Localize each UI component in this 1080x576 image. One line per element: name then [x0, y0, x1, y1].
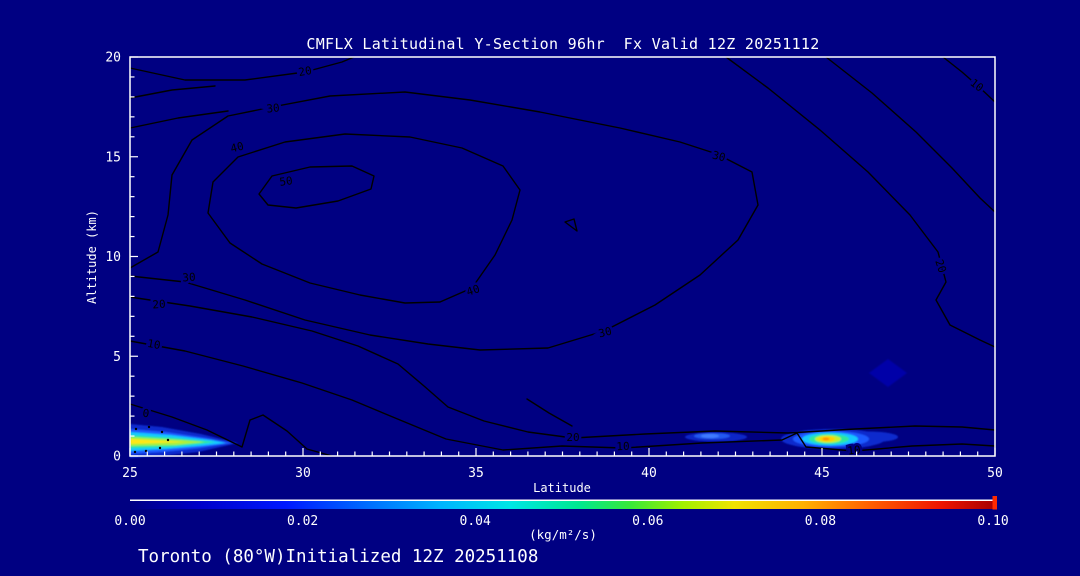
colorbar-end-cap: [992, 496, 997, 510]
contour-label-20: 20: [566, 431, 579, 444]
surface-maximum-45n: [781, 429, 898, 449]
x-tick-label: 30: [295, 466, 311, 481]
contour-stub-1: [129, 85, 216, 99]
contour-20-bottom: [129, 296, 996, 439]
y-tick-label: 10: [105, 250, 121, 265]
colorbar-gradient: [130, 501, 993, 509]
plot-title: CMFLX Latitudinal Y-Section 96hr Fx Vali…: [306, 35, 819, 53]
footer-init-text: Toronto (80°W)Initialized 12Z 20251108: [138, 547, 538, 567]
x-axis-label: Latitude: [533, 481, 591, 495]
contour-10-topright: [942, 56, 996, 103]
colorbar-top-edge: [130, 499, 993, 502]
x-tick-label: 25: [122, 466, 138, 481]
y-tick-label: 5: [113, 350, 121, 365]
contour-label-30: 30: [711, 149, 727, 165]
y-tick-label: 0: [113, 450, 121, 465]
contour-label-50: 50: [279, 174, 294, 189]
colorbar-tick-label: 0.02: [287, 514, 318, 529]
contour-20-top: [129, 56, 355, 81]
colorbar-tick-labels: 0.00 0.02 0.04 0.06 0.08 0.10: [114, 514, 1008, 529]
contour-label-30: 30: [597, 325, 613, 341]
colorbar-tick-label: 0.04: [460, 514, 491, 529]
x-tick-label: 40: [641, 466, 657, 481]
contour-40: [207, 133, 521, 304]
contour-label-20: 20: [297, 64, 312, 79]
y-tick-label: 15: [105, 150, 121, 165]
colorbar-tick-label: 0.10: [977, 514, 1008, 529]
contour-label-40: 40: [229, 140, 245, 156]
west-surface-plume: [130, 424, 238, 458]
plume-layer: [130, 439, 186, 444]
contour-label-30: 30: [266, 101, 281, 115]
x-tick-label: 45: [814, 466, 830, 481]
contour-label-10: 10: [616, 440, 630, 453]
y-axis-label: Altitude (km): [85, 210, 99, 304]
faint-elevated-spot: [869, 359, 907, 387]
x-tick-label: 50: [987, 466, 1003, 481]
contour-0: [129, 403, 333, 457]
contour-label-20: 20: [152, 298, 166, 312]
contour-stub-3: [526, 398, 573, 427]
colorbar: [130, 496, 997, 510]
spot-layer: [822, 437, 830, 441]
colorbar-units-label: (kg/m²/s): [529, 527, 597, 542]
contour-50: [258, 165, 375, 209]
contour-20-right: [725, 56, 996, 348]
shaded-flux-features: [130, 359, 907, 458]
contour-stub-2: [129, 110, 229, 129]
tiny-closed-contour: [564, 218, 578, 232]
spot-layer: [701, 434, 719, 438]
contour-30: [129, 91, 759, 351]
x-tick-label: 35: [468, 466, 484, 481]
colorbar-tick-label: 0.00: [114, 514, 145, 529]
colorbar-tick-label: 0.06: [632, 514, 663, 529]
y-tick-label: 20: [105, 51, 121, 66]
contour-label-10: 10: [146, 337, 161, 352]
dashed-contour-dots: [133, 425, 170, 454]
contour-mid-right: [825, 56, 996, 213]
weak-surface-feature: [685, 432, 747, 442]
colorbar-tick-label: 0.08: [805, 514, 836, 529]
contour-10-bottom: [129, 340, 996, 452]
contour-label-30: 30: [182, 271, 196, 285]
axis-tick-labels: 25 30 35 40 45 50 0 5 10 15 20: [105, 51, 1002, 482]
axis-ticks: [129, 56, 996, 457]
contour-lines: [129, 56, 996, 457]
